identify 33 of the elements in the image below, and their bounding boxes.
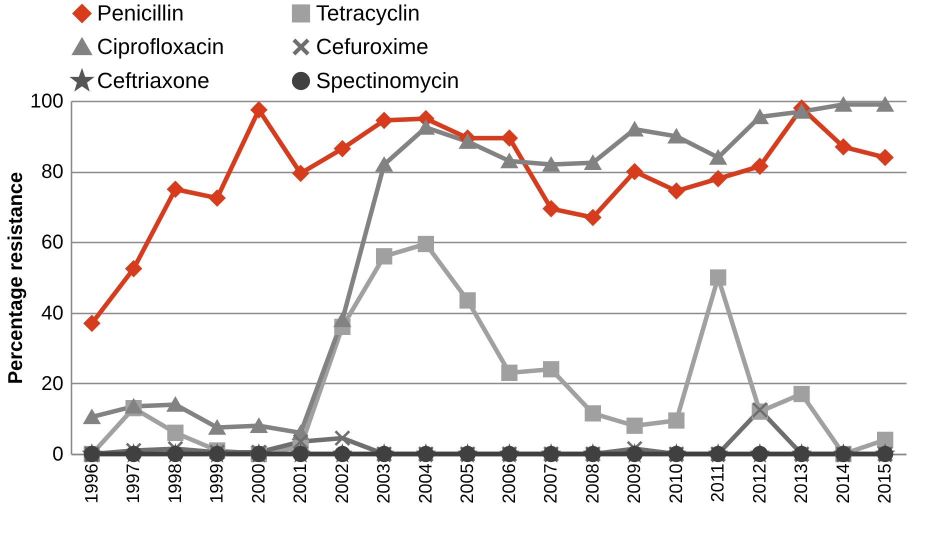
legend-label: Ceftriaxone — [97, 68, 210, 93]
x-tick-label: 1996 — [81, 464, 102, 504]
x-tick-label: 2010 — [666, 464, 686, 504]
x-tick-label: 2011 — [708, 464, 728, 502]
legend-label: Spectinomycin — [316, 68, 460, 93]
y-axis-title: Percentage resistance — [5, 172, 28, 384]
x-tick-label: 2008 — [582, 464, 602, 504]
x-tick-label: 2004 — [415, 464, 436, 504]
x-tick-label: 2000 — [248, 464, 268, 504]
y-tick-label: 20 — [41, 372, 64, 395]
x-tick-label: 2001 — [290, 464, 310, 504]
x-tick-label: 2012 — [749, 464, 770, 504]
legend-label: Tetracyclin — [316, 0, 420, 26]
y-tick-label: 40 — [41, 302, 64, 324]
legend-label: Ciprofloxacin — [97, 34, 224, 59]
x-tick-label: 2003 — [374, 464, 394, 504]
x-tick-label: 2009 — [624, 464, 644, 504]
x-tick-label: 2007 — [540, 464, 561, 504]
y-tick-label: 80 — [41, 161, 64, 184]
x-tick-label: 1999 — [206, 464, 227, 504]
x-tick-label: 2006 — [498, 464, 519, 504]
legend-label: Cefuroxime — [316, 34, 428, 59]
x-tick-label: 1998 — [164, 464, 185, 504]
x-tick-label: 2013 — [791, 464, 812, 504]
x-tick-label: 2014 — [832, 464, 853, 504]
x-tick-label: 2015 — [874, 464, 895, 504]
y-tick-label: 60 — [41, 232, 64, 254]
y-tick-label: 0 — [52, 444, 64, 466]
legend-label: Penicillin — [97, 0, 184, 26]
x-tick-label: 2005 — [457, 464, 478, 504]
x-tick-label: 2002 — [332, 464, 352, 504]
x-tick-label: 1997 — [123, 464, 144, 504]
y-tick-label: 100 — [30, 90, 64, 112]
